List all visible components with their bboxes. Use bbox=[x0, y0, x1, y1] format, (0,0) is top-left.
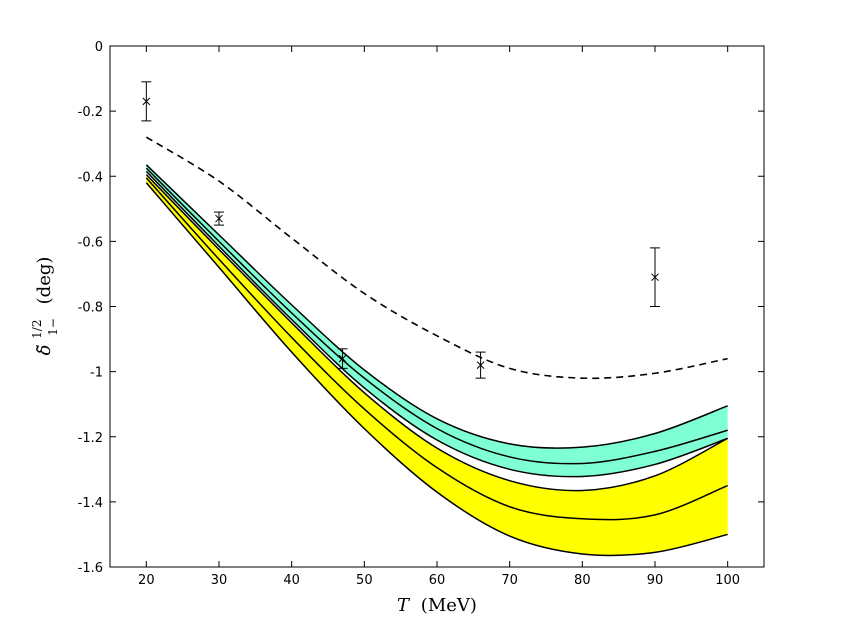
y-tick-label-1: -0.2 bbox=[78, 105, 103, 120]
x-axis-label-unit: (MeV) bbox=[421, 595, 477, 616]
data-point-2 bbox=[337, 348, 348, 369]
data-point-0 bbox=[141, 81, 152, 122]
y-axis-label-sup: 1/2 bbox=[30, 320, 44, 339]
y-tick-label-5: -1 bbox=[90, 366, 103, 381]
x-tick-label-6: 80 bbox=[574, 573, 591, 588]
band-lower-line-0 bbox=[145, 170, 728, 478]
band-lower-line-1 bbox=[145, 182, 728, 557]
band-fill-1 bbox=[146, 174, 728, 556]
band-upper-line-1 bbox=[145, 174, 729, 492]
svg-text:δ̃ 1/2 1− (d: δ̃ 1/2 1− (deg) bbox=[25, 257, 62, 356]
marker-b-2 bbox=[338, 354, 347, 363]
x-axis-label: T (MeV) bbox=[397, 595, 477, 616]
x-tick-label-2: 40 bbox=[283, 573, 300, 588]
x-tick-label-0: 20 bbox=[138, 573, 155, 588]
y-tick-label-0: 0 bbox=[95, 40, 103, 55]
y-tick-label-2: -0.4 bbox=[78, 170, 103, 185]
marker-b-1 bbox=[215, 214, 223, 223]
y-tick-label-3: -0.6 bbox=[78, 235, 103, 250]
band-central-line-0 bbox=[145, 167, 728, 465]
band-central-line-1 bbox=[145, 177, 728, 521]
x-tick-label-3: 50 bbox=[356, 573, 373, 588]
y-axis-label-sub: 1− bbox=[46, 318, 60, 336]
y-tick-label-8: -1.6 bbox=[78, 561, 103, 576]
band-upper-line-0 bbox=[145, 164, 728, 449]
y-tick-label-6: -1.2 bbox=[78, 431, 103, 446]
y-axis-label: δ̃ 1/2 1− (deg) bbox=[25, 257, 62, 356]
data-point-3 bbox=[475, 351, 486, 379]
x-tick-label-5: 70 bbox=[501, 573, 518, 588]
band-fill-0 bbox=[146, 164, 728, 477]
x-axis-label-var: T bbox=[397, 595, 411, 616]
marker-b-0 bbox=[142, 97, 151, 106]
marker-b-3 bbox=[476, 361, 485, 369]
y-tick-label-7: -1.4 bbox=[78, 496, 103, 511]
x-tick-label-4: 60 bbox=[429, 573, 446, 588]
y-axis-label-symbol: δ̃ bbox=[34, 345, 55, 356]
data-point-1 bbox=[214, 211, 224, 226]
x-tick-label-8: 100 bbox=[715, 573, 740, 588]
y-tick-label-4: -0.8 bbox=[78, 301, 103, 316]
x-tick-label-1: 30 bbox=[211, 573, 228, 588]
y-axis-label-unit: (deg) bbox=[34, 257, 55, 305]
data-point-4 bbox=[650, 247, 660, 307]
marker-b-4 bbox=[651, 273, 659, 282]
x-tick-label-7: 90 bbox=[647, 573, 664, 588]
